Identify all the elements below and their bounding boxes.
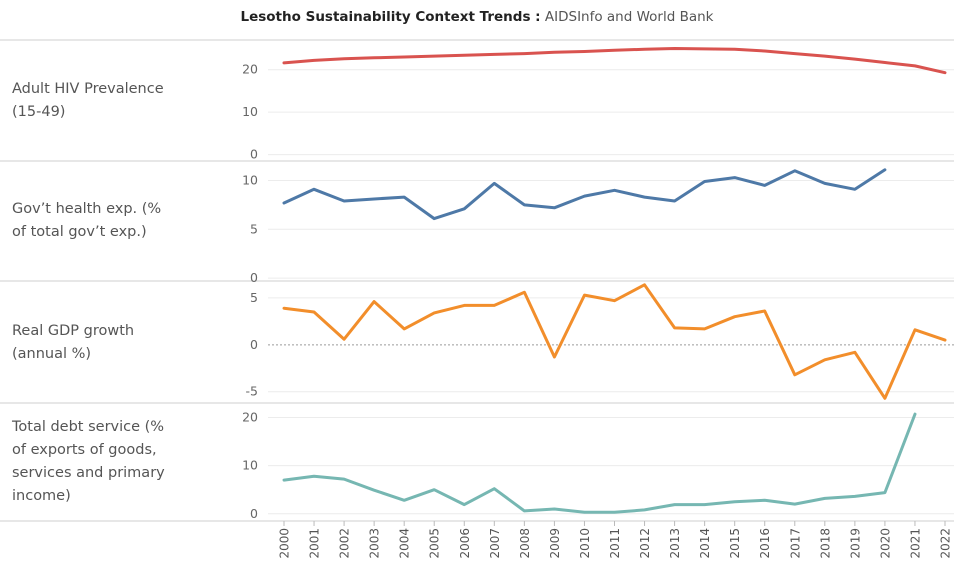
y-tick-label-hiv: 20	[242, 62, 258, 77]
x-tick-label: 2015	[728, 528, 742, 559]
series-line-debt	[282, 412, 917, 514]
row-label-debt-line2: of exports of goods,	[12, 442, 157, 458]
y-tick-label-debt: 10	[242, 458, 258, 473]
row-label-health-line2: of total gov’t exp.)	[12, 224, 147, 240]
x-tick-label: 2011	[608, 528, 622, 559]
x-tick-label: 2017	[788, 528, 802, 559]
x-tick-label: 2020	[878, 528, 892, 559]
y-tick-label-health: 0	[250, 270, 258, 285]
row-label-debt: Total debt service (% of exports of good…	[12, 416, 165, 508]
row-label-gdp-line1: Real GDP growth	[12, 323, 135, 339]
x-tick-label: 2004	[398, 528, 412, 559]
x-tick-label: 2012	[638, 528, 652, 559]
y-tick-label-gdp: -5	[246, 384, 258, 399]
series-line-hiv	[282, 47, 947, 75]
x-tick-label: 2006	[458, 528, 472, 559]
row-label-gdp-line2: (annual %)	[12, 346, 92, 362]
y-tick-label-gdp: 0	[250, 337, 258, 352]
chart-title: Lesotho Sustainability Context Trends : …	[0, 9, 954, 25]
x-tick-label: 2007	[488, 528, 502, 559]
x-tick-label: 2008	[518, 528, 532, 559]
x-tick-label: 2021	[908, 528, 922, 559]
x-tick-label: 2016	[758, 528, 772, 559]
chart-title-bold: Lesotho Sustainability Context Trends :	[240, 9, 541, 25]
series-line-gdp	[282, 283, 947, 400]
y-tick-label-debt: 20	[242, 409, 258, 424]
x-tick-label: 2000	[278, 528, 292, 559]
x-tick-label: 2014	[698, 528, 712, 559]
row-label-health: Gov’t health exp. (% of total gov’t exp.…	[12, 198, 161, 244]
x-tick-label: 2003	[368, 528, 382, 559]
x-tick-label: 2009	[548, 528, 562, 559]
y-tick-label-hiv: 0	[250, 147, 258, 162]
row-label-hiv-line1: Adult HIV Prevalence	[12, 81, 164, 97]
x-tick-label: 2001	[308, 528, 322, 559]
row-label-debt-line4: income)	[12, 488, 71, 504]
x-tick-label: 2013	[668, 528, 682, 559]
y-tick-label-debt: 0	[250, 506, 258, 521]
x-tick-label: 2002	[338, 528, 352, 559]
y-tick-label-health: 5	[250, 221, 258, 236]
x-tick-label: 2022	[939, 528, 953, 559]
row-label-hiv: Adult HIV Prevalence (15-49)	[12, 78, 164, 124]
y-tick-label-health: 10	[242, 173, 258, 188]
row-label-gdp: Real GDP growth (annual %)	[12, 320, 134, 366]
chart-title-source: AIDSInfo and World Bank	[544, 9, 714, 25]
series-line-health	[282, 168, 887, 221]
row-label-hiv-line2: (15-49)	[12, 104, 66, 120]
row-label-debt-line1: Total debt service (%	[12, 419, 165, 435]
y-tick-label-gdp: 5	[250, 290, 258, 305]
x-tick-label: 2019	[848, 528, 862, 559]
x-tick-label: 2018	[818, 528, 832, 559]
x-tick-label: 2010	[578, 528, 592, 559]
x-tick-label: 2005	[428, 528, 442, 559]
row-label-debt-line3: services and primary	[12, 465, 165, 481]
row-label-health-line1: Gov’t health exp. (%	[12, 201, 162, 217]
y-tick-label-hiv: 10	[242, 104, 258, 119]
